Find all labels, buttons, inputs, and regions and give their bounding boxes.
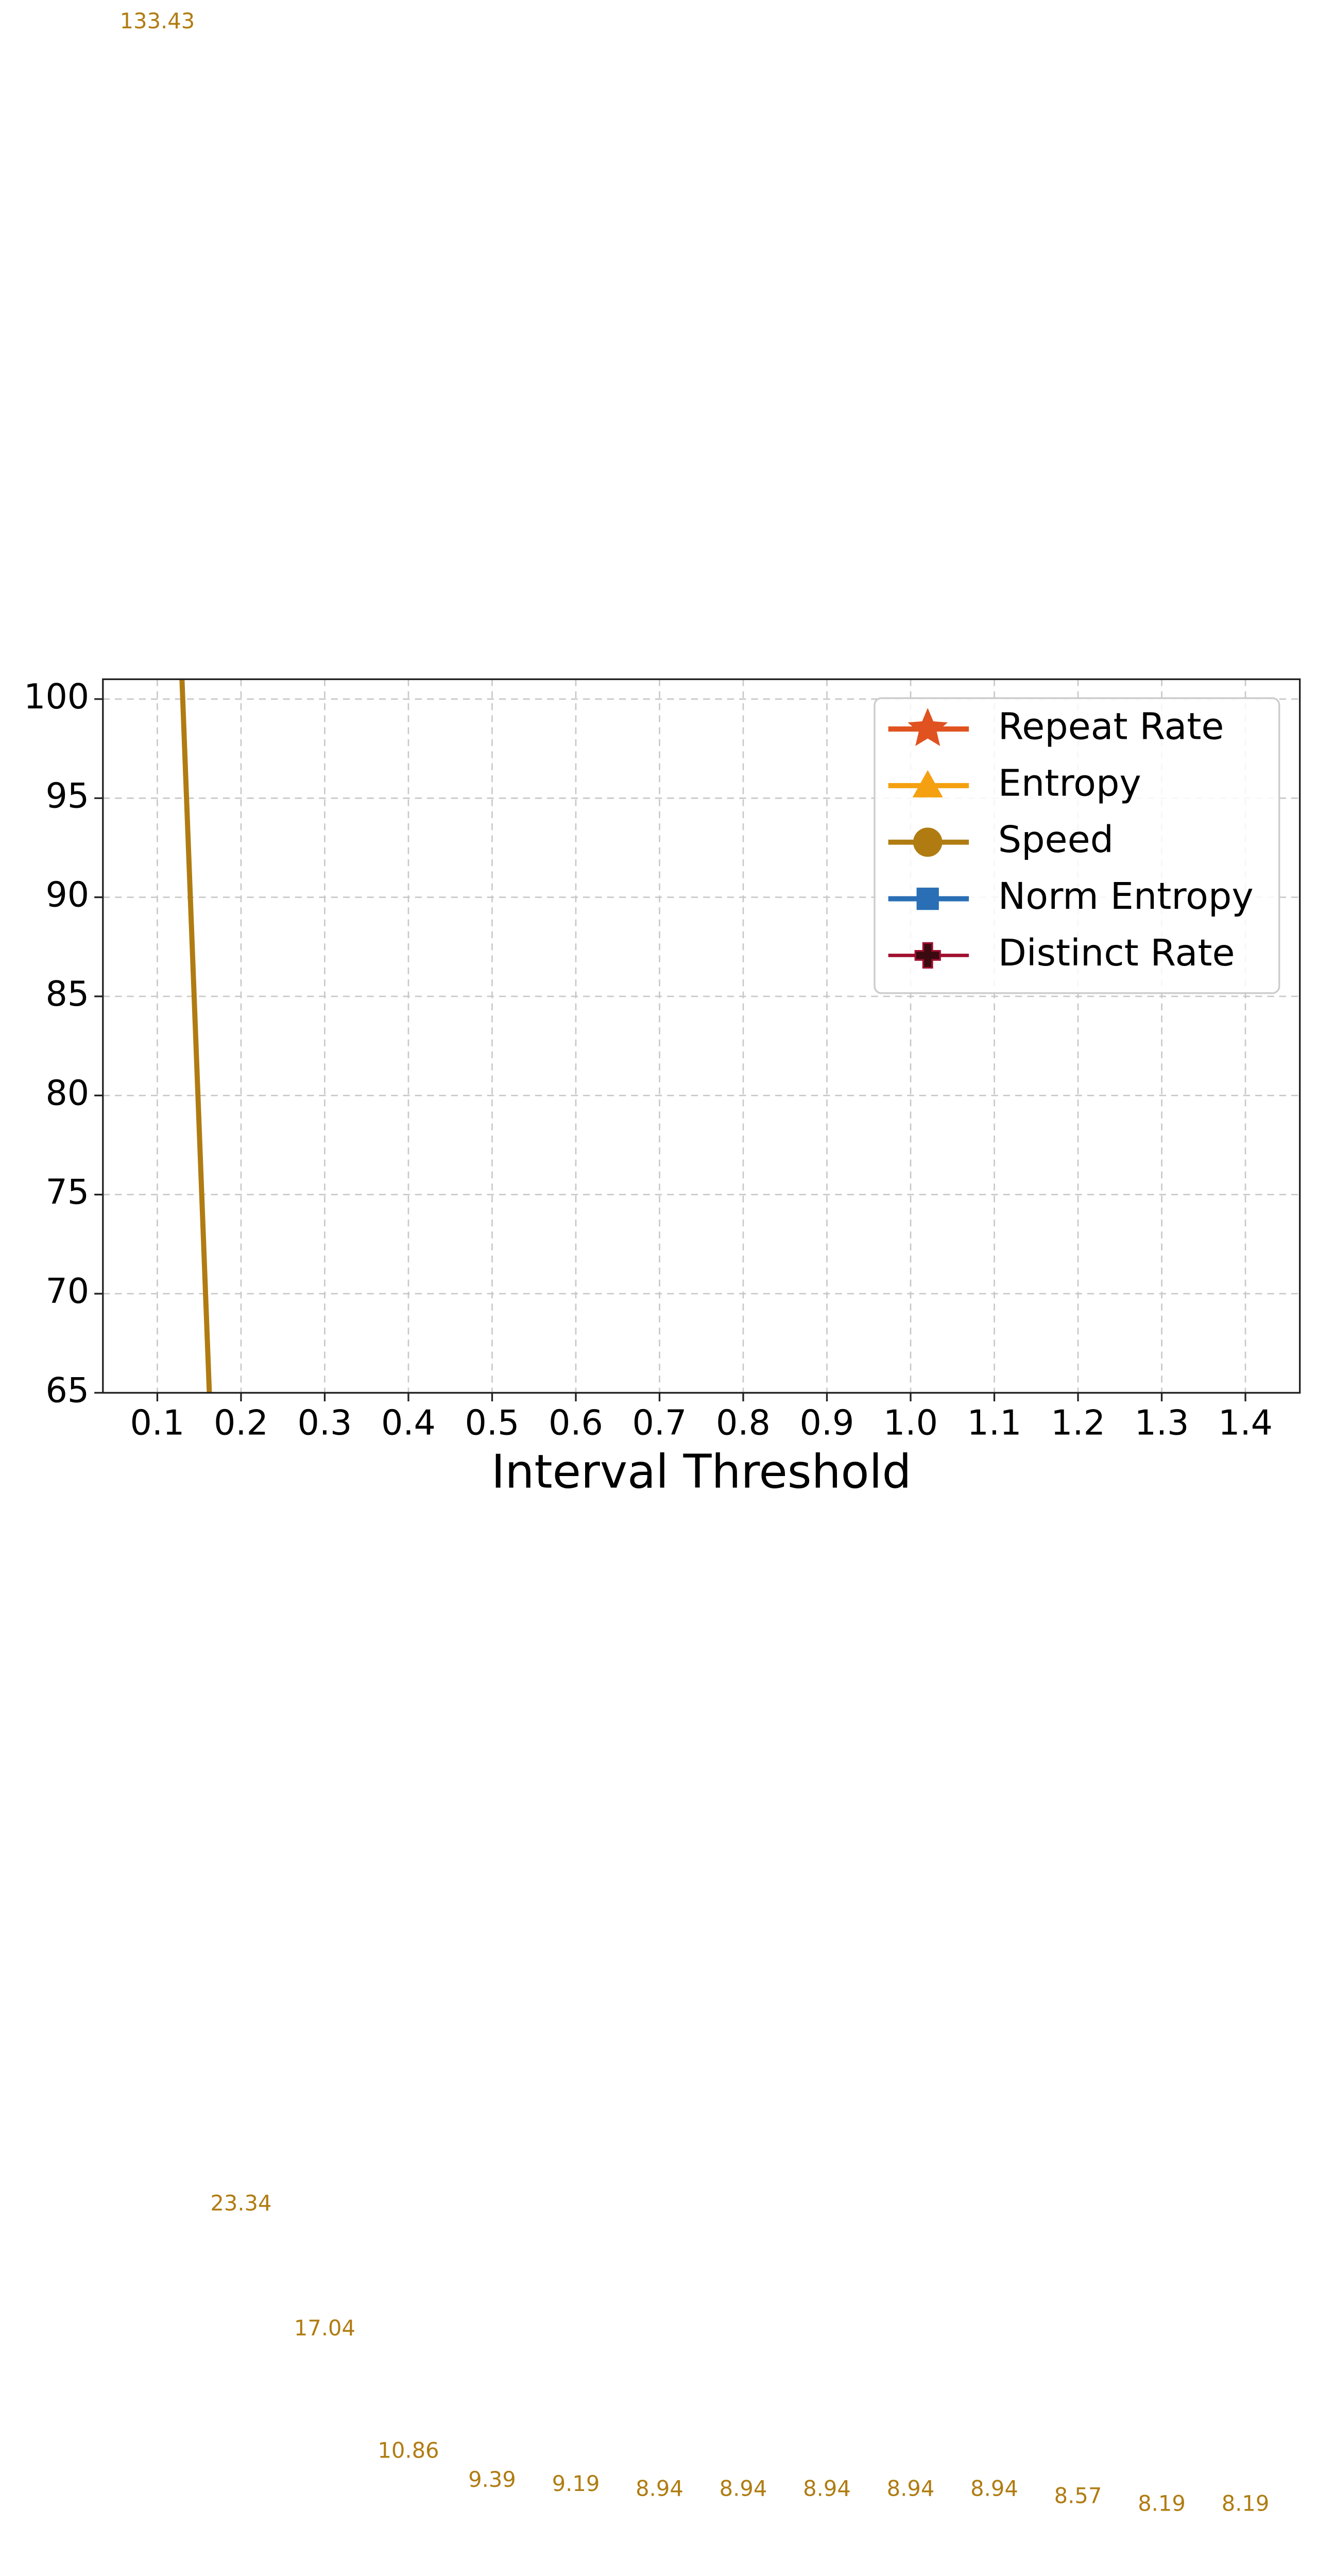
data-label: 9.19 bbox=[552, 2471, 600, 2496]
legend-marker bbox=[913, 827, 943, 857]
axes-frame bbox=[102, 678, 1301, 1394]
legend-marker bbox=[916, 887, 939, 910]
x-tick-label: 0.5 bbox=[465, 1403, 520, 1443]
x-tick-label: 0.4 bbox=[381, 1403, 436, 1443]
data-label: 8.94 bbox=[887, 2476, 935, 2501]
y-tick-label: 90 bbox=[45, 875, 89, 915]
y-tick-label: 95 bbox=[45, 775, 89, 816]
legend-marker bbox=[908, 707, 948, 747]
x-tick-label: 0.8 bbox=[716, 1403, 771, 1443]
x-axis-label: Interval Threshold bbox=[491, 1446, 912, 1499]
x-tick-label: 1.4 bbox=[1218, 1403, 1273, 1443]
x-tick-label: 1.3 bbox=[1135, 1403, 1189, 1443]
x-tick-label: 0.9 bbox=[800, 1403, 854, 1443]
data-label: 9.39 bbox=[468, 2467, 516, 2492]
y-tick-label: 65 bbox=[45, 1370, 89, 1410]
x-tick-label: 0.7 bbox=[632, 1403, 687, 1443]
data-label: 8.57 bbox=[1054, 2483, 1102, 2509]
data-label: 8.94 bbox=[803, 2476, 851, 2501]
x-tick-label: 1.2 bbox=[1051, 1403, 1105, 1443]
legend-marker bbox=[914, 942, 941, 969]
x-tick-label: 0.6 bbox=[549, 1403, 603, 1443]
data-label: 23.34 bbox=[210, 2190, 271, 2215]
legend-label: Distinct Rate bbox=[998, 931, 1235, 974]
data-label: 8.19 bbox=[1222, 2490, 1270, 2516]
data-label: 133.43 bbox=[120, 8, 195, 33]
legend-box bbox=[874, 697, 1280, 994]
x-tick-label: 0.1 bbox=[130, 1403, 184, 1443]
data-label: 8.94 bbox=[970, 2476, 1018, 2501]
data-label: 8.94 bbox=[720, 2476, 767, 2501]
y-tick-label: 80 bbox=[45, 1073, 89, 1113]
y-tick-label: 75 bbox=[45, 1172, 89, 1212]
y-tick-label: 70 bbox=[45, 1271, 89, 1311]
plot-area bbox=[179, 679, 212, 1393]
x-tick-label: 0.2 bbox=[214, 1403, 268, 1443]
legend-label: Repeat Rate bbox=[998, 705, 1224, 748]
data-label: 8.19 bbox=[1138, 2490, 1186, 2516]
y-tick-label: 100 bbox=[24, 676, 89, 717]
legend: Repeat Rate Entropy Speed Norm Entropy Disti… bbox=[874, 697, 1280, 994]
data-label: 10.86 bbox=[378, 2438, 439, 2463]
series-line bbox=[179, 679, 212, 1393]
x-tick-label: 0.3 bbox=[298, 1403, 352, 1443]
y-tick-label: 85 bbox=[45, 974, 89, 1014]
x-tick-label: 1.0 bbox=[883, 1403, 938, 1443]
legend-marker bbox=[912, 770, 943, 798]
x-tick-label: 1.1 bbox=[967, 1403, 1022, 1443]
legend-label: Speed bbox=[998, 818, 1114, 861]
value-labels: 0.500.480.450.420.430.400.390.390.390.39… bbox=[120, 8, 1270, 2516]
legend-label: Norm Entropy bbox=[998, 875, 1254, 918]
ticks: 0.1 0.2 0.3 0.4 0.5 0.6 0.7 0.8 0.9 1.0 1.1 1.2 1.3 1… bbox=[24, 676, 1273, 1443]
data-label: 8.94 bbox=[636, 2476, 683, 2501]
data-label: 17.04 bbox=[294, 2315, 355, 2341]
legend-label: Entropy bbox=[998, 761, 1141, 804]
